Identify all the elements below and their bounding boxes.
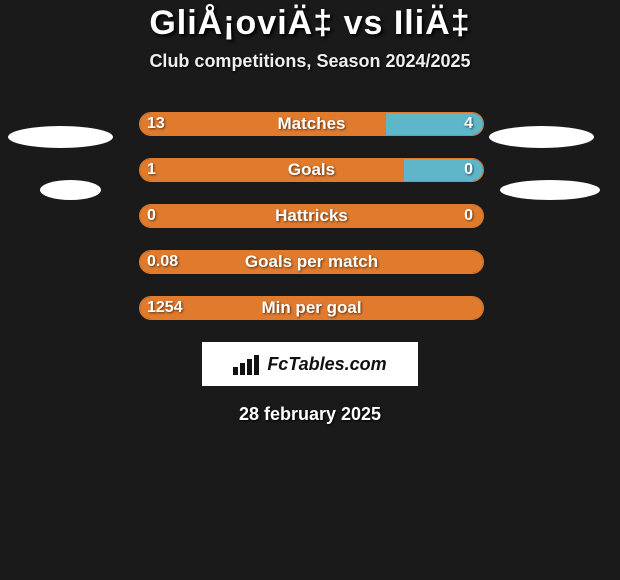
page: GliÅ¡oviÄ‡ vs IliÄ‡ Club competitions, S… xyxy=(0,0,620,580)
brand-badge: FcTables.com xyxy=(202,342,418,386)
bar-left xyxy=(140,297,484,320)
bar-track xyxy=(139,158,484,182)
bar-track xyxy=(139,204,484,228)
stat-row: Goals per match0.08 xyxy=(0,250,620,274)
page-title: GliÅ¡oviÄ‡ vs IliÄ‡ xyxy=(0,0,620,43)
bar-right xyxy=(404,159,483,182)
bars-icon xyxy=(233,353,261,375)
stat-row: Min per goal1254 xyxy=(0,296,620,320)
page-subtitle: Club competitions, Season 2024/2025 xyxy=(0,51,620,72)
brand-text: FcTables.com xyxy=(267,354,386,375)
bar-left xyxy=(140,159,406,182)
stat-row: Goals10 xyxy=(0,158,620,182)
right-ellipse-2 xyxy=(500,180,600,200)
bar-left xyxy=(140,113,388,136)
bar-right xyxy=(386,113,483,136)
bar-track xyxy=(139,112,484,136)
brand-inner: FcTables.com xyxy=(233,353,386,375)
bar-left xyxy=(140,205,484,228)
right-ellipse-1 xyxy=(489,126,594,148)
bar-left xyxy=(140,251,484,274)
left-ellipse-2 xyxy=(40,180,101,200)
date-text: 28 february 2025 xyxy=(0,404,620,425)
bar-track xyxy=(139,250,484,274)
bar-track xyxy=(139,296,484,320)
left-ellipse-1 xyxy=(8,126,113,148)
stat-row: Hattricks00 xyxy=(0,204,620,228)
